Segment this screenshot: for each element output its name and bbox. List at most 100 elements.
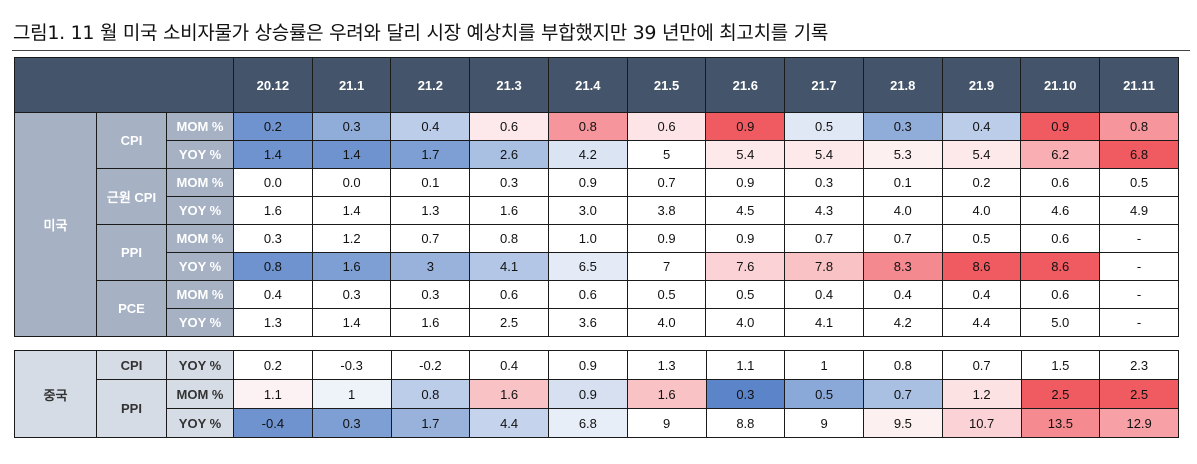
value-cell: 5.4	[941, 140, 1022, 169]
value-cell: 1.2	[311, 224, 392, 253]
measure-label: YOY %	[165, 196, 235, 225]
value-cell: 3.0	[547, 196, 628, 225]
value-cell: 4.9	[1099, 196, 1179, 225]
value-cell: 1.0	[547, 224, 628, 253]
value-cell: 5.0	[1020, 308, 1101, 337]
value-cell: 9	[784, 408, 864, 438]
column-header: 21.9	[941, 57, 1022, 113]
value-cell: 8.8	[705, 408, 786, 438]
measure-label: MOM %	[166, 379, 234, 409]
value-cell: -0.3	[311, 350, 392, 380]
value-cell: 1.3	[626, 350, 707, 380]
value-cell: 0.3	[784, 168, 864, 197]
value-cell: 0.3	[311, 408, 392, 438]
value-cell: -	[1099, 280, 1179, 309]
value-cell: 0.2	[233, 112, 313, 141]
value-cell: 0.9	[1020, 112, 1101, 141]
title-underline	[12, 50, 1190, 51]
value-cell: 4.0	[705, 308, 786, 337]
value-cell: 2.5	[1099, 379, 1179, 409]
measure-label: MOM %	[165, 280, 235, 309]
table-row: 근원 CPI MOM % 0.0 0.0 0.1 0.3 0.9 0.7 0.9 0.3 0.1 0.…	[15, 168, 1179, 225]
value-cell: 4.4	[941, 308, 1022, 337]
value-cell: 1.6	[390, 308, 471, 337]
value-cell: 0.3	[390, 280, 471, 309]
value-cell: 0.5	[784, 379, 864, 409]
value-cell: 4.0	[941, 196, 1022, 225]
value-cell: 1.1	[705, 350, 786, 380]
value-cell: 0.3	[311, 112, 392, 141]
indicator-label: PCE	[96, 280, 167, 337]
value-cell: 0.4	[233, 280, 313, 309]
value-cell: 1.7	[390, 408, 471, 438]
value-cell: 8.6	[1020, 252, 1101, 281]
value-cell: 4.2	[547, 140, 628, 169]
measure-label: MOM %	[165, 168, 235, 197]
value-cell: 3.8	[626, 196, 707, 225]
value-cell: 1.4	[311, 140, 392, 169]
value-cell: 0.0	[311, 168, 392, 197]
measure-label: YOY %	[165, 252, 235, 281]
value-cell: 0.0	[233, 168, 313, 197]
table-row: YOY % -0.4 0.3 1.7 4.4 6.8 9 8.8 9 9.5 10.7 13.5 12.…	[15, 408, 1179, 438]
value-cell: 4.5	[705, 196, 786, 225]
value-cell: 0.5	[941, 224, 1022, 253]
value-cell: 10.7	[941, 408, 1022, 438]
indicator-label: CPI	[96, 350, 167, 380]
column-header: 20.12	[233, 57, 313, 113]
value-cell: 1	[311, 379, 392, 409]
value-cell: 1.6	[626, 379, 707, 409]
value-cell: 0.8	[233, 252, 313, 281]
measure-label: YOY %	[165, 140, 235, 169]
column-header: 21.3	[469, 57, 549, 113]
value-cell: 1.1	[233, 379, 313, 409]
value-cell: 6.8	[1099, 140, 1179, 169]
value-cell: 0.5	[784, 112, 864, 141]
value-cell: 12.9	[1099, 408, 1179, 438]
value-cell: 1.5	[1020, 350, 1101, 380]
value-cell: 6.8	[548, 408, 628, 438]
value-cell: 4.6	[1020, 196, 1101, 225]
value-cell: 0.8	[863, 350, 943, 380]
value-cell: -	[1099, 308, 1179, 337]
value-cell: 8.6	[941, 252, 1022, 281]
value-cell: 1.4	[311, 196, 392, 225]
value-cell: 0.3	[233, 224, 313, 253]
value-cell: 4.4	[469, 408, 549, 438]
value-cell: 5	[626, 140, 707, 169]
country-label: 미국	[14, 112, 97, 337]
value-cell: 0.4	[862, 280, 943, 309]
measure-label: YOY %	[166, 350, 234, 380]
table-row: 중국 CPI YOY % 0.2 -0.3 -0.2 0.4 0.9 1.3 1.1 1 0.8 0.7…	[14, 350, 1179, 438]
country-label: 중국	[14, 350, 97, 438]
value-cell: 0.8	[547, 112, 628, 141]
value-cell: 0.7	[626, 168, 707, 197]
value-cell: 0.3	[311, 280, 392, 309]
value-cell: 5.4	[705, 140, 786, 169]
indicator-label: PPI	[96, 379, 167, 438]
table-row: 미국 CPI MOM % 0.2 0.3 0.4 0.6 0.8 0.6 0.9 0.5 0.3 0.4…	[14, 112, 1179, 337]
indicator-label: PPI	[96, 224, 167, 281]
value-cell: 1	[784, 350, 864, 380]
value-cell: 1.6	[469, 379, 549, 409]
measure-label: YOY %	[166, 408, 234, 438]
value-cell: 0.5	[626, 280, 707, 309]
value-cell: 13.5	[1020, 408, 1101, 438]
value-cell: 0.6	[547, 280, 628, 309]
column-header: 21.6	[705, 57, 786, 113]
value-cell: 0.5	[705, 280, 786, 309]
value-cell: 0.4	[390, 112, 471, 141]
value-cell: 0.8	[390, 379, 471, 409]
value-cell: 1.3	[390, 196, 471, 225]
figure-title: 그림1. 11 월 미국 소비자물가 상승률은 우려와 달리 시장 예상치를 부…	[13, 22, 829, 44]
header-corner	[13, 57, 235, 113]
value-cell: 0.9	[547, 168, 628, 197]
value-cell: 0.7	[390, 224, 471, 253]
value-cell: 0.8	[1099, 112, 1179, 141]
table-row: YOY % 1.6 1.4 1.3 1.6 3.0 3.8 4.5 4.3 4.0 4.0 4.6 4.…	[15, 196, 1179, 225]
value-cell: 0.7	[863, 379, 943, 409]
value-cell: 0.7	[862, 224, 943, 253]
column-header: 21.4	[547, 57, 628, 113]
value-cell: 1.7	[390, 140, 471, 169]
value-cell: 1.2	[941, 379, 1022, 409]
